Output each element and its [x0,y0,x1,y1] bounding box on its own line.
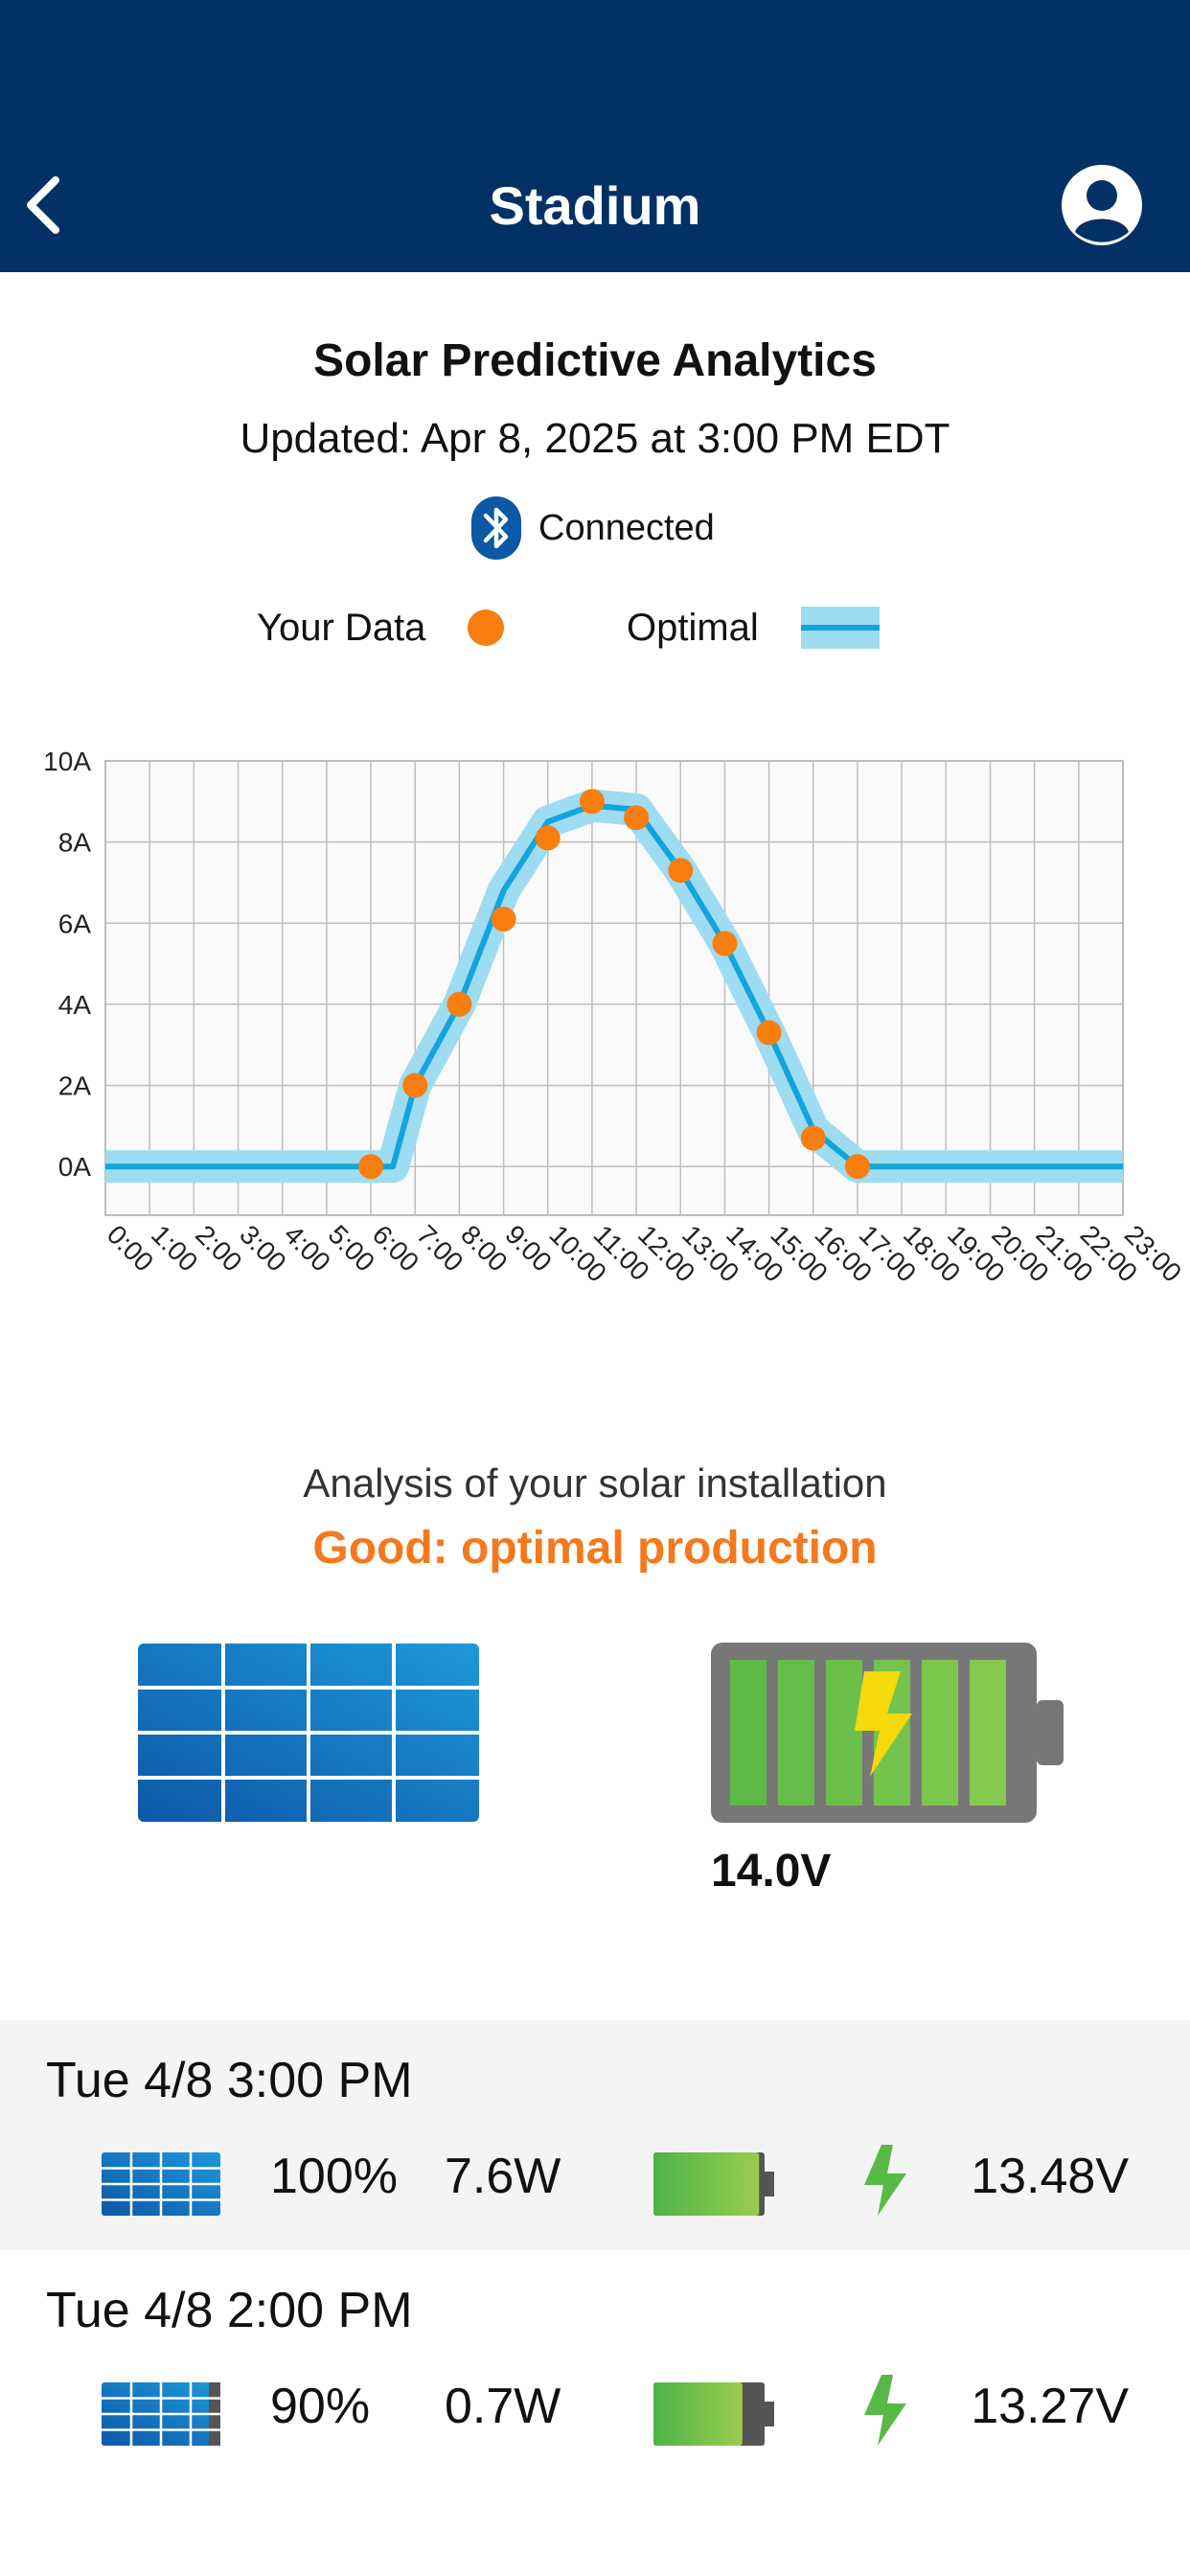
panel-percent: 90% [270,2379,371,2434]
y-tick-label: 8A [58,828,92,858]
y-tick-label: 2A [58,1071,92,1101]
data-point [402,1072,428,1098]
battery-level-icon [653,2152,774,2216]
chevron-left-icon [27,176,59,234]
data-point [358,1154,384,1180]
x-tick-label: 5:00 [323,1219,380,1276]
reading-row[interactable]: Tue 4/8 3:00 PM 100% 7.6W 13.48V [0,2020,1190,2250]
solar-panel-icon [102,2152,220,2216]
power-output: 0.7W [445,2379,561,2434]
solar-panel-icon [102,2382,220,2446]
y-tick-label: 4A [58,990,92,1020]
x-tick-label: 7:00 [411,1219,469,1276]
x-tick-label: 6:00 [367,1219,424,1276]
analysis-status: Good: optimal production [312,1523,878,1574]
data-point [756,1020,782,1046]
y-tick-label: 6A [58,908,92,938]
lightning-bolt-icon [864,2375,906,2446]
solar-chart: 0A 2A 4A 6A 8A 10A 0:001:002:003:004:005:006:0… [43,747,1187,1288]
solar-panel-icon [138,1644,479,1822]
x-tick-label: 8:00 [455,1219,513,1276]
header-title: Stadium [489,175,701,236]
x-tick-label: 9:00 [499,1219,557,1276]
connection-status: Connected [471,496,715,560]
reading-voltage: 13.27V [971,2379,1129,2434]
data-point [668,858,694,884]
connection-label: Connected [538,507,715,548]
reading-voltage: 13.48V [971,2149,1129,2204]
charging-bolt-icon [855,1671,912,1777]
back-button[interactable] [17,171,75,238]
analysis-heading: Analysis of your solar installation [303,1460,887,1506]
user-avatar-icon [1062,165,1142,245]
reading-row[interactable]: Tue 4/8 2:00 PM 90% 0.7W 13.27V [0,2250,1190,2480]
page-title: Solar Predictive Analytics [313,335,877,386]
y-tick-label: 0A [58,1152,92,1182]
data-point [579,789,605,815]
updated-timestamp: Updated: Apr 8, 2025 at 3:00 PM EDT [240,415,950,462]
panel-percent: 100% [270,2149,398,2204]
x-tick-label: 4:00 [278,1219,335,1276]
x-tick-label: 0:00 [102,1219,159,1276]
x-tick-label: 2:00 [190,1219,247,1276]
lightning-bolt-icon [864,2145,906,2216]
x-tick-label: 1:00 [146,1219,203,1276]
reading-datetime: Tue 4/8 2:00 PM [46,2283,413,2338]
legend-optimal: Optimal [627,607,759,649]
plot-area [104,760,1124,1216]
legend-your-data: Your Data [257,607,426,649]
power-output: 7.6W [445,2149,561,2204]
data-point [535,825,561,851]
data-point [844,1154,870,1180]
bluetooth-icon [471,496,521,560]
legend-your-data-marker [468,610,504,646]
data-point [446,991,472,1017]
battery-level-icon [653,2382,774,2446]
battery-icon [711,1643,1064,1823]
legend-optimal-marker [801,607,880,649]
reading-datetime: Tue 4/8 3:00 PM [46,2053,413,2108]
y-tick-label: 10A [43,747,91,776]
data-point [491,907,516,932]
data-point [712,931,738,956]
battery-voltage: 14.0V [711,1846,832,1897]
data-point [624,805,650,831]
profile-button[interactable] [1060,163,1144,247]
battery-fill [653,2382,743,2446]
data-point [800,1125,826,1151]
battery-fill [653,2152,760,2216]
x-tick-label: 3:00 [234,1219,291,1276]
app-header: Stadium [0,0,1190,272]
